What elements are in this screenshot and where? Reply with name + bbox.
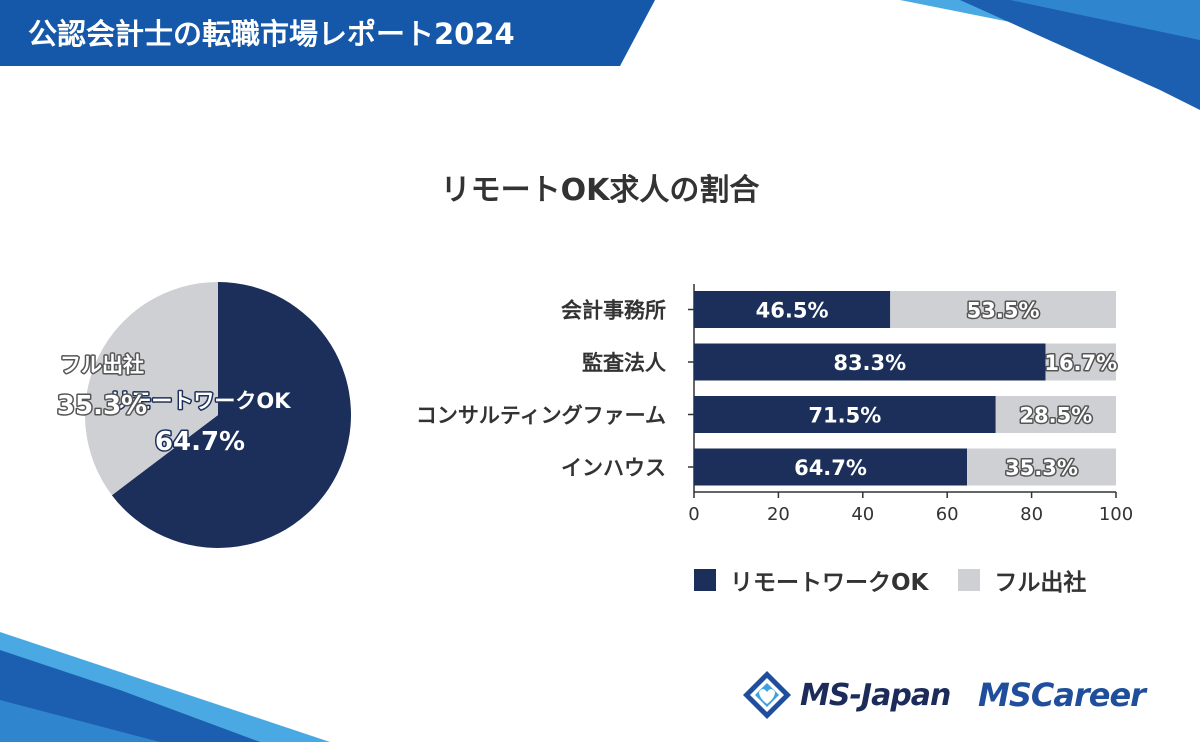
legend-label-remote: リモートワークOK (730, 570, 929, 596)
category-label-2: コンサルティングファーム (416, 404, 666, 428)
legend-swatch-remote (694, 569, 716, 591)
bar-3-0 (694, 448, 968, 486)
pie-slice-1 (84, 282, 218, 496)
bar-1-0 (694, 343, 1046, 381)
bar-label-1-0: 83.3% (833, 351, 906, 375)
ms-japan-emblem-icon (743, 671, 791, 719)
bar-2-0 (694, 396, 996, 433)
bar-1-1 (1045, 343, 1116, 381)
bar-2-1 (995, 396, 1116, 433)
x-tick-label-2: 40 (851, 504, 874, 525)
bar-label-3-0: 64.7% (794, 456, 867, 480)
header-title: 公認会計士の転職市場レポート2024 (28, 17, 515, 51)
stacked-bar-chart: 会計事務所 46.5% 53.5% 監査法人 83.3% 16.7% コンサルティングファー… (416, 284, 1133, 525)
pie-chart: リモートワークOK 64.7% フル出社 35.3% (55, 282, 351, 548)
bar-legend: リモートワークOK フル出社 (694, 563, 1116, 597)
top-right-stripe-dark (960, 0, 1200, 110)
legend-swatch-office (958, 569, 981, 591)
ms-career-logo: MSCareer (978, 676, 1146, 714)
bar-label-2-0: 71.5% (808, 404, 881, 428)
bar-0-0 (694, 291, 891, 328)
x-tick-label-3: 60 (936, 504, 959, 525)
category-label-3: インハウス (561, 456, 666, 480)
pie-label-1: フル出社 (60, 353, 144, 377)
bar-label-1-1: 16.7% (1044, 351, 1117, 375)
header-band (0, 0, 655, 66)
x-tick-label-1: 20 (767, 504, 790, 525)
x-tick-label-5: 100 (1099, 504, 1133, 525)
category-label-1: 監査法人 (582, 351, 666, 375)
bar-label-0-0: 46.5% (756, 299, 829, 323)
bar-label-3-1: 35.3% (1005, 456, 1078, 480)
ms-career-logo-prefix: MS (978, 676, 1032, 714)
legend-item-office: フル出社 (958, 563, 1086, 597)
top-right-stripe-mid (1010, 0, 1200, 40)
legend-label-office: フル出社 (994, 570, 1087, 596)
bar-0-1 (890, 291, 1116, 328)
bar-3-1 (967, 448, 1116, 486)
bottom-left-stripe-mid (0, 700, 160, 742)
ms-japan-logo: MS-Japan (742, 670, 951, 720)
ms-career-logo-suffix: Career (1030, 676, 1146, 714)
chart-title: リモートOK求人の割合 (440, 173, 760, 208)
x-tick-label-0: 0 (688, 504, 699, 525)
pie-value-label-0: 64.7% (155, 427, 245, 457)
x-tick-label-4: 80 (1020, 504, 1043, 525)
bar-label-0-1: 53.5% (967, 299, 1040, 323)
pie-slice-0 (111, 282, 351, 548)
ms-japan-logo-text: MS-Japan (800, 677, 951, 713)
legend-item-remote: リモートワークOK (694, 563, 928, 597)
category-label-0: 会計事務所 (561, 299, 666, 323)
pie-value-label-1: 35.3% (57, 391, 147, 421)
pie-label-0: リモートワークOK (109, 389, 291, 413)
bar-label-2-1: 28.5% (1019, 404, 1092, 428)
